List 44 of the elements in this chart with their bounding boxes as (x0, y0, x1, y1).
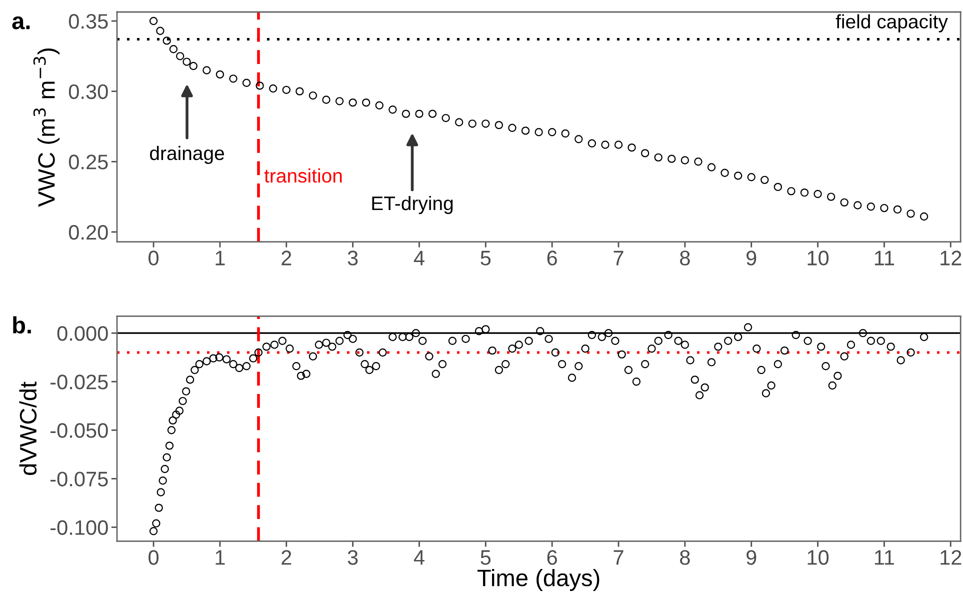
x-tick-label: 1 (216, 250, 225, 266)
x-tick-label: 9 (746, 550, 756, 565)
x-tick-label: 9 (746, 250, 756, 266)
x-tick-label: 6 (547, 550, 557, 565)
annotation: ET-drying (372, 196, 453, 214)
y-axis-title: dVWC/dt (19, 382, 37, 475)
x-tick-label: 1 (216, 550, 225, 565)
x-tick-label: 8 (680, 250, 690, 266)
y-tick-label: -0.100 (50, 520, 108, 535)
x-tick-label: 11 (874, 550, 894, 565)
x-tick-label: 12 (940, 550, 962, 565)
chart-title: b. (13, 316, 31, 334)
x-tick-label: 0 (148, 250, 159, 266)
x-tick-label: 4 (414, 550, 424, 565)
x-tick-label: 5 (480, 250, 491, 266)
x-tick-label: 12 (940, 250, 962, 266)
y-tick-label: 0.25 (68, 154, 108, 170)
x-tick-label: 11 (874, 250, 894, 266)
x-axis-title: Time (days) (477, 568, 600, 591)
annotation: drainage (150, 146, 224, 164)
x-tick-label: 3 (348, 550, 358, 565)
ref-line-label: field capacity (836, 14, 948, 32)
y-tick-label: 0.000 (57, 326, 108, 341)
x-tick-label: 8 (680, 550, 690, 565)
x-tick-label: 10 (808, 250, 829, 266)
x-tick-label: 2 (282, 250, 292, 266)
chart-title: a. (12, 16, 30, 30)
x-tick-label: 7 (614, 550, 624, 565)
y-tick-label: 0.30 (68, 84, 108, 100)
x-tick-label: 2 (282, 550, 292, 565)
y-tick-label: 0.20 (68, 224, 108, 240)
x-tick-label: 4 (414, 250, 424, 266)
x-tick-label: 7 (614, 250, 624, 266)
y-tick-label: -0.025 (50, 374, 108, 390)
y-tick-label: 0.35 (68, 14, 108, 29)
x-tick-label: 10 (808, 550, 829, 565)
x-tick-label: 0 (148, 550, 159, 565)
ref-line-label: transition (264, 168, 342, 183)
x-tick-label: 3 (348, 250, 358, 266)
x-tick-label: 5 (480, 550, 491, 565)
x-tick-label: 6 (547, 250, 557, 266)
y-tick-label: -0.050 (50, 423, 108, 438)
y-tick-label: -0.075 (50, 472, 108, 486)
y-axis-title: VWC (m$^{3}$ m$^{−3}$) (33, 48, 60, 207)
